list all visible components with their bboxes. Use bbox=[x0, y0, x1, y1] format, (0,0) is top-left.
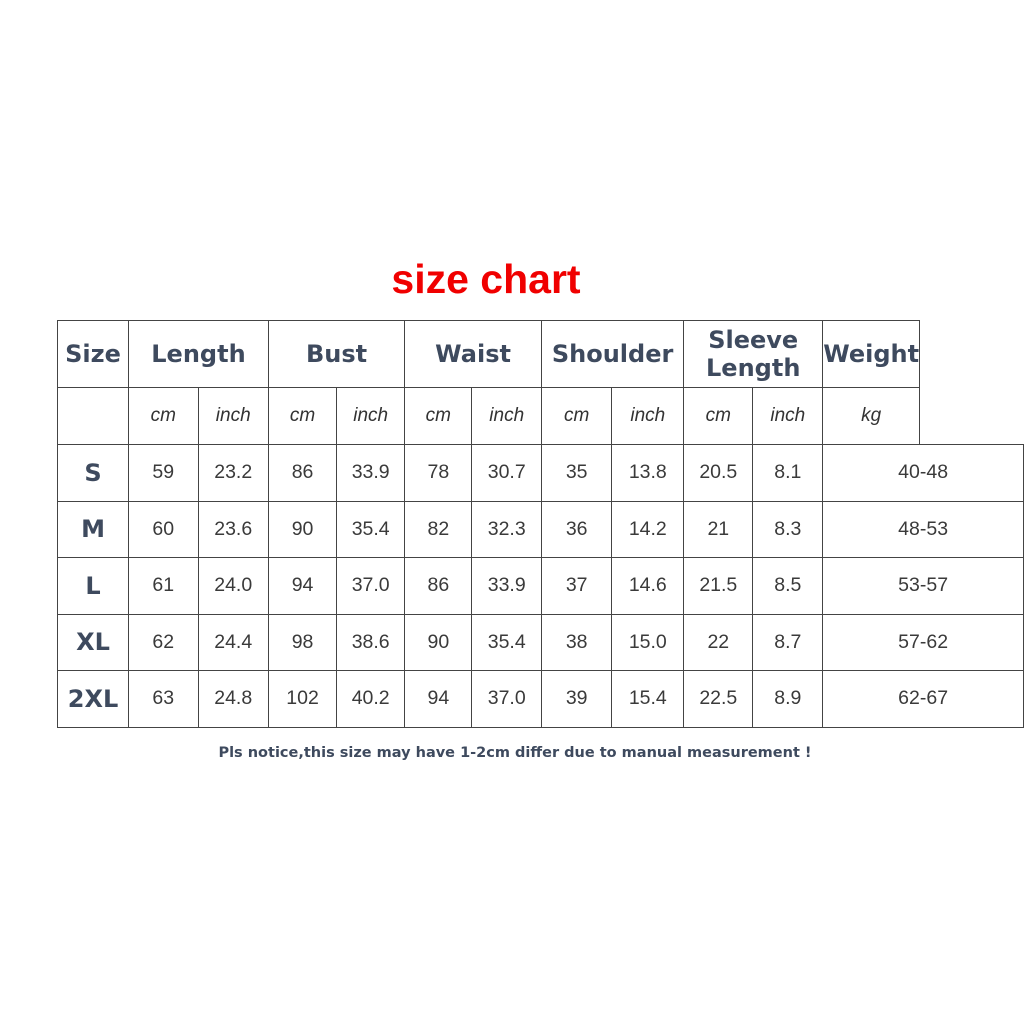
header-row: Size Length Bust Waist Shoulder Sleeve L… bbox=[56, 320, 1024, 388]
unit-cell: kg bbox=[822, 387, 921, 445]
header-bust: Bust bbox=[267, 320, 406, 388]
size-label: XL bbox=[56, 613, 130, 671]
unit-cell: cm bbox=[128, 387, 199, 445]
table-cell: 21.5 bbox=[683, 557, 754, 615]
table-cell: 37.0 bbox=[471, 670, 542, 728]
size-label: S bbox=[56, 444, 130, 502]
table-cell: 14.2 bbox=[611, 500, 685, 558]
table-cell: 94 bbox=[404, 670, 473, 728]
unit-cell: cm bbox=[540, 387, 613, 445]
table-cell: 59 bbox=[128, 444, 199, 502]
table-cell: 37.0 bbox=[336, 557, 406, 615]
table-cell: 53-57 bbox=[822, 557, 1024, 615]
table-cell: 32.3 bbox=[471, 500, 542, 558]
unit-cell: inch bbox=[197, 387, 269, 445]
table-cell: 78 bbox=[404, 444, 473, 502]
table-cell: 86 bbox=[267, 444, 338, 502]
unit-cell: cm bbox=[404, 387, 473, 445]
table-cell: 90 bbox=[404, 613, 473, 671]
table-cell: 62 bbox=[128, 613, 199, 671]
table-cell: 22.5 bbox=[683, 670, 754, 728]
table-cell: 57-62 bbox=[822, 613, 1024, 671]
table-row: 2XL 63 24.8 102 40.2 94 37.0 39 15.4 22.5 8.9 62-67 bbox=[56, 670, 1024, 728]
table-cell: 8.9 bbox=[752, 670, 824, 728]
table-cell: 63 bbox=[128, 670, 199, 728]
table-cell: 15.0 bbox=[611, 613, 685, 671]
table-cell: 23.2 bbox=[197, 444, 269, 502]
table-row: L 61 24.0 94 37.0 86 33.9 37 14.6 21.5 8.5 53-57 bbox=[56, 557, 1024, 615]
table-cell: 94 bbox=[267, 557, 338, 615]
table-cell: 24.0 bbox=[197, 557, 269, 615]
table-cell: 8.7 bbox=[752, 613, 824, 671]
table-cell: 33.9 bbox=[471, 557, 542, 615]
header-shoulder: Shoulder bbox=[540, 320, 685, 388]
table-cell: 24.4 bbox=[197, 613, 269, 671]
table-cell: 21 bbox=[683, 500, 754, 558]
header-weight: Weight bbox=[822, 320, 921, 388]
unit-cell: inch bbox=[611, 387, 685, 445]
title-text: size chart bbox=[391, 256, 581, 302]
units-row: cm inch cm inch cm inch cm inch cm inch … bbox=[56, 387, 1024, 445]
header-size: Size bbox=[56, 320, 130, 388]
table-cell: 82 bbox=[404, 500, 473, 558]
table-cell: 60 bbox=[128, 500, 199, 558]
table-cell: 23.6 bbox=[197, 500, 269, 558]
table-row: M 60 23.6 90 35.4 82 32.3 36 14.2 21 8.3 48-53 bbox=[56, 500, 1024, 558]
table-cell: 98 bbox=[267, 613, 338, 671]
table-cell: 37 bbox=[540, 557, 613, 615]
header-length: Length bbox=[128, 320, 269, 388]
table-cell: 8.1 bbox=[752, 444, 824, 502]
unit-empty bbox=[56, 387, 130, 445]
table-cell: 20.5 bbox=[683, 444, 754, 502]
table-cell: 15.4 bbox=[611, 670, 685, 728]
table-cell: 39 bbox=[540, 670, 613, 728]
table-cell: 30.7 bbox=[471, 444, 542, 502]
table-cell: 36 bbox=[540, 500, 613, 558]
table-cell: 35.4 bbox=[471, 613, 542, 671]
table-row: S 59 23.2 86 33.9 78 30.7 35 13.8 20.5 8.1 40-48 bbox=[56, 444, 1024, 502]
table-cell: 38.6 bbox=[336, 613, 406, 671]
table-cell: 61 bbox=[128, 557, 199, 615]
unit-cell: cm bbox=[267, 387, 338, 445]
table-cell: 62-67 bbox=[822, 670, 1024, 728]
size-table: Size Length Bust Waist Shoulder Sleeve L… bbox=[56, 320, 1024, 728]
size-label: 2XL bbox=[56, 670, 130, 728]
header-sleeve-length: Sleeve Length bbox=[683, 320, 824, 388]
table-cell: 86 bbox=[404, 557, 473, 615]
table-cell: 90 bbox=[267, 500, 338, 558]
unit-cell: inch bbox=[336, 387, 406, 445]
table-cell: 13.8 bbox=[611, 444, 685, 502]
table-cell: 102 bbox=[267, 670, 338, 728]
table-cell: 22 bbox=[683, 613, 754, 671]
table-cell: 24.8 bbox=[197, 670, 269, 728]
table-cell: 40.2 bbox=[336, 670, 406, 728]
table-cell: 38 bbox=[540, 613, 613, 671]
size-label: M bbox=[56, 500, 130, 558]
unit-cell: cm bbox=[683, 387, 754, 445]
chart-title: size chart bbox=[0, 256, 972, 303]
table-cell: 35.4 bbox=[336, 500, 406, 558]
table-cell: 33.9 bbox=[336, 444, 406, 502]
header-waist: Waist bbox=[404, 320, 542, 388]
table-cell: 40-48 bbox=[822, 444, 1024, 502]
table-cell: 35 bbox=[540, 444, 613, 502]
size-label: L bbox=[56, 557, 130, 615]
table-cell: 14.6 bbox=[611, 557, 685, 615]
table-cell: 8.3 bbox=[752, 500, 824, 558]
unit-cell: inch bbox=[752, 387, 824, 445]
table-cell: 8.5 bbox=[752, 557, 824, 615]
unit-cell: inch bbox=[471, 387, 542, 445]
measurement-note: Pls notice,this size may have 1-2cm diff… bbox=[218, 745, 812, 761]
table-row: XL 62 24.4 98 38.6 90 35.4 38 15.0 22 8.7 57-62 bbox=[56, 613, 1024, 671]
table-cell: 48-53 bbox=[822, 500, 1024, 558]
